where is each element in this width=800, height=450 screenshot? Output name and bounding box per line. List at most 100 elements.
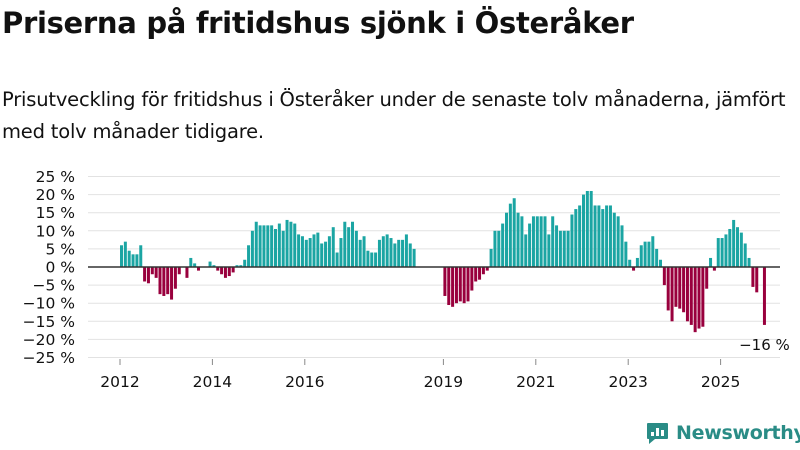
- y-tick-label: −20 %: [23, 331, 75, 349]
- bar: [709, 257, 713, 267]
- y-tick-label: −10 %: [23, 295, 75, 313]
- bar: [512, 198, 516, 267]
- bar: [747, 257, 751, 267]
- bar-chart: 25 %20 %15 %10 %5 %0 %−5 %−10 %−15 %−20 …: [23, 168, 790, 390]
- bar: [739, 232, 743, 267]
- bar: [616, 216, 620, 267]
- bar: [377, 239, 381, 267]
- bar: [320, 243, 324, 267]
- bar: [647, 241, 651, 267]
- bar: [146, 267, 150, 284]
- bar: [293, 223, 297, 267]
- bar: [127, 250, 131, 267]
- x-tick-label: 2016: [285, 373, 324, 390]
- bar: [531, 216, 535, 267]
- bar: [685, 267, 689, 322]
- bar: [254, 221, 258, 267]
- bar: [258, 225, 262, 267]
- bar: [274, 228, 278, 267]
- newsworthy-logo: Newsworthy: [645, 420, 800, 446]
- bar: [135, 254, 139, 267]
- bar: [678, 267, 682, 309]
- bar: [555, 225, 559, 267]
- bar: [651, 236, 655, 267]
- bar: [674, 267, 678, 307]
- bar: [659, 259, 663, 267]
- bar: [574, 209, 578, 267]
- bar: [354, 230, 358, 267]
- bar: [582, 194, 586, 267]
- bar: [478, 267, 482, 280]
- bar: [304, 239, 308, 267]
- bar: [632, 267, 636, 271]
- bar: [524, 234, 528, 267]
- bar: [728, 228, 732, 267]
- bar: [170, 267, 174, 300]
- y-tick-label: −5 %: [32, 277, 75, 295]
- bar: [485, 267, 489, 271]
- bar: [447, 267, 451, 306]
- bar: [643, 241, 647, 267]
- bar: [562, 230, 566, 267]
- bar: [705, 267, 709, 289]
- bar: [539, 216, 543, 267]
- bar: [212, 265, 216, 267]
- bar: [670, 267, 674, 322]
- bar: [493, 230, 497, 267]
- bar: [131, 254, 135, 267]
- y-tick-label: 20 %: [36, 186, 75, 204]
- bar: [316, 232, 320, 267]
- x-tick-label: 2014: [193, 373, 232, 390]
- bar: [397, 239, 401, 267]
- bar: [358, 239, 362, 267]
- y-axis: 25 %20 %15 %10 %5 %0 %−5 %−10 %−15 %−20 …: [23, 168, 75, 367]
- bar: [150, 267, 154, 275]
- newsworthy-logo-icon: [647, 422, 668, 444]
- bar: [543, 216, 547, 267]
- y-tick-label: 25 %: [36, 168, 75, 186]
- bar: [120, 245, 124, 267]
- bar: [689, 267, 693, 325]
- bar: [639, 245, 643, 267]
- x-tick-label: 2023: [608, 373, 647, 390]
- bar: [585, 190, 589, 267]
- bar: [732, 219, 736, 267]
- bar: [335, 252, 339, 267]
- bar: [235, 265, 239, 267]
- bar: [374, 252, 378, 267]
- bar: [466, 267, 470, 302]
- bar: [297, 234, 301, 267]
- bar: [143, 267, 147, 282]
- bar: [123, 241, 127, 267]
- bar: [620, 225, 624, 267]
- bar: [724, 234, 728, 267]
- brand-name: Newsworthy: [676, 422, 800, 444]
- bar: [751, 267, 755, 287]
- last-value-annotation: −16 %: [739, 336, 790, 354]
- bar: [289, 221, 293, 267]
- bar: [389, 238, 393, 267]
- bar: [243, 259, 247, 267]
- bar: [570, 214, 574, 267]
- bar: [628, 259, 632, 267]
- bar: [277, 223, 281, 267]
- bar: [547, 234, 551, 267]
- bar: [281, 230, 285, 267]
- bar: [566, 230, 570, 267]
- y-tick-label: −15 %: [23, 313, 75, 331]
- y-tick-label: 0 %: [45, 259, 75, 277]
- bar: [474, 267, 478, 282]
- bar: [701, 267, 705, 327]
- bar: [166, 267, 170, 295]
- chart-subtitle: Prisutveckling för fritidshus i Österåke…: [2, 88, 786, 143]
- bar: [250, 230, 254, 267]
- bar: [601, 209, 605, 267]
- bar: [404, 234, 408, 267]
- bar: [270, 225, 274, 267]
- bar: [497, 230, 501, 267]
- bar: [454, 267, 458, 304]
- bar: [197, 267, 201, 271]
- bar: [347, 227, 351, 267]
- chart-title: Priserna på fritidshus sjönk i Österåker: [2, 6, 634, 40]
- bar: [451, 267, 455, 307]
